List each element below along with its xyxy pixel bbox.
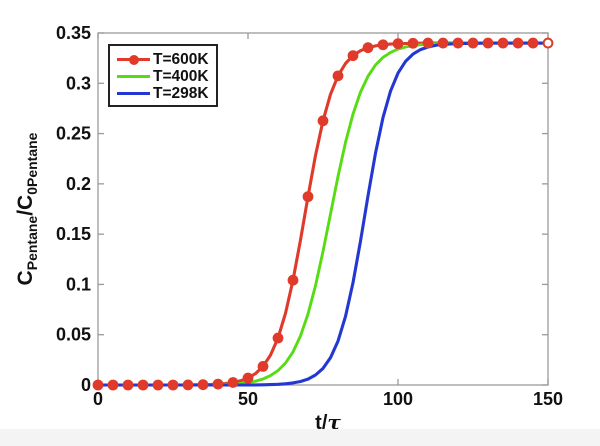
data-point-marker xyxy=(437,37,449,49)
data-point-marker xyxy=(257,360,269,372)
page-bottom-strip xyxy=(0,429,600,446)
y-tick-label: 0.15 xyxy=(56,224,91,244)
plot-box xyxy=(97,32,549,386)
legend-label: T=298K xyxy=(153,84,209,102)
x-label-t: t/ xyxy=(315,412,328,434)
series-markers xyxy=(92,37,554,391)
data-point-marker xyxy=(407,37,419,49)
legend-item-t600k: T=600K xyxy=(117,51,210,68)
y-tick-label: 0.35 xyxy=(56,23,91,43)
legend-circle-marker-icon xyxy=(128,54,139,65)
data-point-marker xyxy=(392,38,404,50)
data-point-marker xyxy=(347,50,359,62)
legend-line-sample-green xyxy=(117,75,150,78)
x-tick-label: 150 xyxy=(533,389,563,409)
data-point-marker xyxy=(182,379,194,391)
data-point-marker xyxy=(422,37,434,49)
data-point-marker xyxy=(467,37,479,49)
data-point-marker xyxy=(362,42,374,54)
y-tick-label: 0 xyxy=(81,375,91,395)
data-point-marker xyxy=(452,37,464,49)
x-tick-label: 100 xyxy=(383,389,413,409)
data-point-marker xyxy=(242,372,254,384)
data-point-marker xyxy=(512,37,524,49)
data-point-marker xyxy=(212,378,224,390)
legend-line-sample-red xyxy=(117,54,150,65)
data-point-marker xyxy=(227,377,239,388)
y-label-sub1: Pentane xyxy=(24,215,41,271)
data-point-marker xyxy=(542,37,554,49)
legend-box: T=600K T=400K T=298K xyxy=(108,44,218,107)
y-tick-label: 0.25 xyxy=(56,124,91,144)
data-point-marker xyxy=(302,191,314,203)
y-tick-label: 0.3 xyxy=(66,73,91,93)
legend-item-t400k: T=400K xyxy=(117,68,210,85)
x-label-tau: τ xyxy=(327,410,341,434)
tick-labels: 0 50 100 150 0 0.05 0.1 0.15 0.2 0.25 0.3 0.35 xyxy=(56,23,563,409)
x-tick-label: 0 xyxy=(93,389,103,409)
data-point-marker xyxy=(137,379,149,391)
data-point-marker xyxy=(152,379,164,391)
x-axis-label: t/τ xyxy=(315,410,341,435)
data-point-marker xyxy=(92,379,104,391)
legend-line-sample-blue xyxy=(117,92,150,95)
data-point-marker xyxy=(197,379,209,391)
data-point-marker xyxy=(167,379,179,391)
y-tick-label: 0.05 xyxy=(56,325,91,345)
data-point-marker xyxy=(527,37,539,49)
y-axis-label: CPentane/C0Pentane xyxy=(14,133,40,286)
data-point-marker xyxy=(122,379,134,391)
y-label-c2: /C xyxy=(13,194,37,216)
data-point-marker xyxy=(272,332,284,344)
y-tick-label: 0.1 xyxy=(66,274,91,294)
axis-ticks xyxy=(97,32,549,386)
y-label-sub2: 0Pentane xyxy=(24,132,41,195)
data-point-marker xyxy=(332,70,344,82)
data-point-marker xyxy=(317,115,329,127)
legend-label: T=400K xyxy=(153,67,209,85)
axes-border xyxy=(97,32,549,386)
y-tick-label: 0.2 xyxy=(66,174,91,194)
data-point-marker xyxy=(497,37,509,49)
legend-item-t298k: T=298K xyxy=(117,85,210,102)
data-point-marker xyxy=(287,274,299,286)
legend-label: T=600K xyxy=(153,50,209,68)
data-point-marker xyxy=(107,379,119,391)
y-label-c1: C xyxy=(13,270,37,286)
x-tick-label: 50 xyxy=(238,389,258,409)
data-point-marker xyxy=(377,39,389,51)
data-point-marker xyxy=(482,37,494,49)
